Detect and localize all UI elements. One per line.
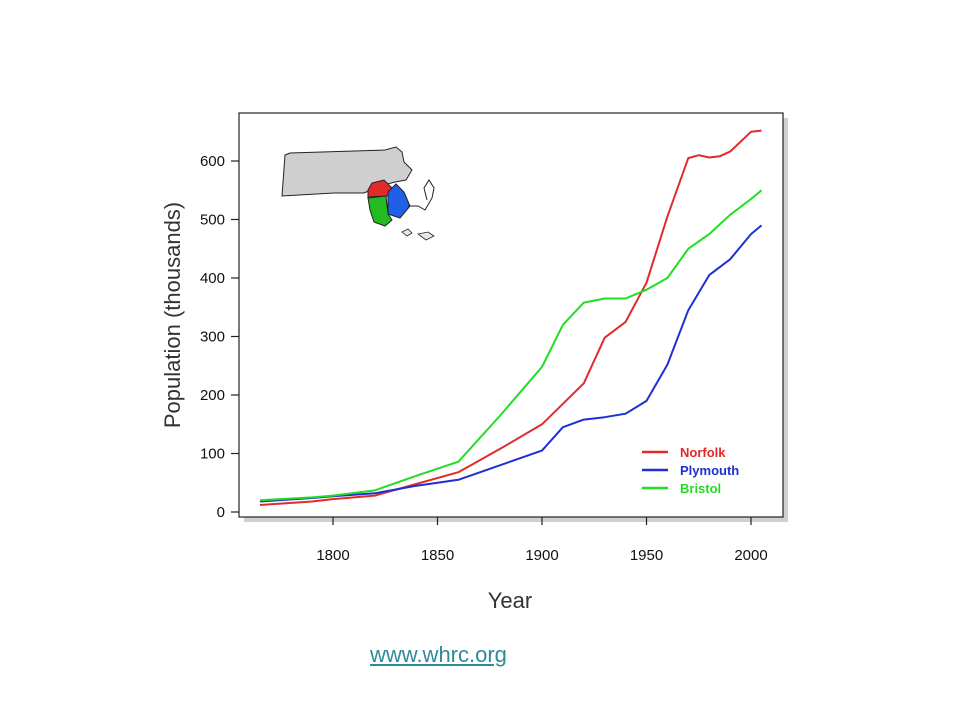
x-tick-label: 1800 — [316, 547, 349, 564]
massachusetts-map-icon — [281, 146, 435, 241]
legend: Norfolk Plymouth Bristol — [642, 445, 739, 496]
x-axis-title: Year — [488, 588, 532, 613]
series-line-plymouth — [259, 224, 763, 503]
y-axis-title: Population (thousands) — [160, 202, 185, 428]
x-tick-label: 1900 — [525, 547, 558, 564]
y-tick-label: 100 — [200, 446, 225, 463]
y-tick-label: 200 — [200, 387, 225, 404]
legend-label-norfolk: Norfolk — [680, 445, 726, 460]
y-tick-label: 600 — [200, 153, 225, 170]
x-tick-label: 1950 — [630, 547, 663, 564]
y-tick-label: 500 — [200, 212, 225, 229]
legend-label-plymouth: Plymouth — [680, 463, 739, 478]
source-link[interactable]: www.whrc.org — [370, 642, 507, 667]
series-layer — [259, 129, 763, 506]
legend-label-bristol: Bristol — [680, 481, 721, 496]
y-tick-label: 400 — [200, 270, 225, 287]
y-tick-label: 0 — [217, 504, 225, 521]
x-tick-label: 2000 — [734, 547, 767, 564]
series-line-bristol — [259, 189, 763, 502]
y-axis: 0 100 200 300 400 500 600 — [200, 153, 239, 521]
x-axis: 1800 1850 1900 1950 2000 — [316, 517, 768, 564]
x-tick-label: 1850 — [421, 547, 454, 564]
y-tick-label: 300 — [200, 329, 225, 346]
